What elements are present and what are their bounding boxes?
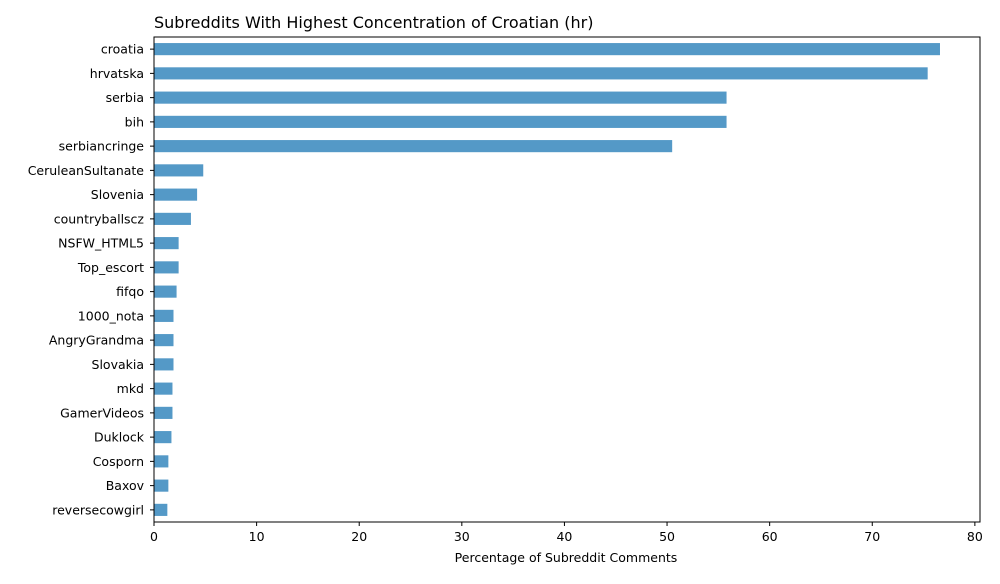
bar-1000_nota bbox=[154, 309, 174, 322]
y-tick-label: Baxov bbox=[106, 478, 145, 493]
x-tick-label: 70 bbox=[864, 529, 880, 544]
y-tick-label: Top_escort bbox=[77, 260, 144, 275]
bar-Slovakia bbox=[154, 358, 174, 371]
bar-reversecowgirl bbox=[154, 503, 168, 516]
y-tick-label: croatia bbox=[101, 42, 144, 57]
chart-title: Subreddits With Highest Concentration of… bbox=[154, 13, 593, 32]
y-tick-label: 1000_nota bbox=[78, 308, 144, 323]
x-tick-label: 30 bbox=[454, 529, 470, 544]
y-tick-label: fifqo bbox=[116, 284, 144, 299]
y-tick-label: bih bbox=[125, 114, 144, 129]
bar-Slovenia bbox=[154, 188, 198, 201]
y-tick-label: NSFW_HTML5 bbox=[58, 236, 144, 251]
bar-Duklock bbox=[154, 431, 172, 444]
x-tick-label: 80 bbox=[967, 529, 983, 544]
y-tick-label: mkd bbox=[117, 381, 144, 396]
y-tick-label: hrvatska bbox=[90, 66, 144, 81]
plot-frame bbox=[153, 36, 981, 523]
bars-layer bbox=[154, 43, 940, 516]
x-axis-ticks: 0 10 20 30 40 50 60 70 80 bbox=[150, 522, 983, 544]
bar-bih bbox=[154, 115, 727, 128]
x-tick-label: 0 bbox=[150, 529, 158, 544]
y-tick-label: Cosporn bbox=[93, 454, 144, 469]
y-tick-label: countryballscz bbox=[54, 211, 145, 226]
y-tick-label: Slovenia bbox=[91, 187, 144, 202]
bar-CeruleanSultanate bbox=[154, 164, 204, 177]
x-tick-label: 10 bbox=[249, 529, 265, 544]
bar-GamerVideos bbox=[154, 406, 173, 419]
y-tick-label: serbia bbox=[106, 90, 144, 105]
x-tick-label: 20 bbox=[351, 529, 367, 544]
bar-AngryGrandma bbox=[154, 334, 174, 347]
bar-Baxov bbox=[154, 479, 169, 492]
x-tick-label: 40 bbox=[556, 529, 572, 544]
x-axis-label: Percentage of Subreddit Comments bbox=[455, 550, 678, 565]
bar-croatia bbox=[154, 43, 940, 56]
y-tick-label: reversecowgirl bbox=[52, 502, 144, 517]
bar-hrvatska bbox=[154, 67, 928, 80]
bar-fifqo bbox=[154, 285, 177, 298]
bar-countryballscz bbox=[154, 212, 191, 225]
y-tick-label: Slovakia bbox=[92, 357, 144, 372]
x-tick-label: 50 bbox=[659, 529, 675, 544]
bar-Top_escort bbox=[154, 261, 179, 274]
bar-NSFW_HTML5 bbox=[154, 237, 179, 250]
bar-mkd bbox=[154, 382, 173, 395]
y-tick-label: GamerVideos bbox=[60, 405, 144, 420]
y-axis-ticks: croatia hrvatska serbia bih serbiancringe Cer… bbox=[28, 42, 154, 517]
y-tick-label: serbiancringe bbox=[59, 139, 145, 154]
y-tick-label: Duklock bbox=[94, 430, 145, 445]
bar-Cosporn bbox=[154, 455, 169, 468]
x-tick-label: 60 bbox=[762, 529, 778, 544]
y-tick-label: AngryGrandma bbox=[49, 333, 144, 348]
bar-serbia bbox=[154, 91, 727, 104]
y-tick-label: CeruleanSultanate bbox=[28, 163, 145, 178]
bar-serbiancringe bbox=[154, 140, 673, 153]
